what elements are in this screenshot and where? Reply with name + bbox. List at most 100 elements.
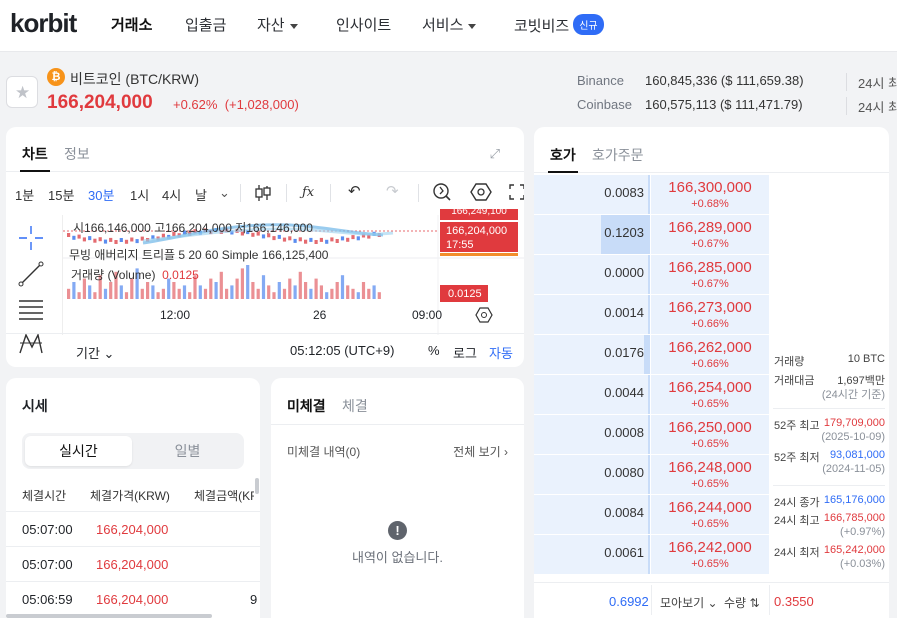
volume-bar [114,271,118,299]
ask-qty: 0.0014 [604,305,644,320]
ask-price-cell[interactable]: 166,244,000 +0.65% [651,495,769,534]
nav-korbit-biz[interactable]: 코빗비즈 신규 [514,14,604,36]
interval-4h[interactable]: 4시 [162,188,182,203]
ask-row[interactable]: 0.0008 166,250,000 +0.65% [534,415,770,455]
group-select[interactable]: 모아보기 ⌄ [660,596,718,610]
ask-price-cell[interactable]: 166,248,000 +0.65% [651,455,769,494]
tab-orderbook-order[interactable]: 호가주문 [592,147,644,163]
nav-exchange[interactable]: 거래소 [111,17,153,34]
ask-price: 166,300,000 [668,179,752,196]
nav-deposit-withdraw[interactable]: 입출금 [185,17,227,34]
interval-1m[interactable]: 1분 [15,188,35,203]
ask-price-cell[interactable]: 166,289,000 +0.67% [651,215,769,254]
period-select[interactable]: 기간 ⌄ [76,346,115,361]
ask-row[interactable]: 0.0080 166,248,000 +0.65% [534,455,770,495]
ask-price: 166,254,000 [668,379,752,396]
logo[interactable]: korbit [10,8,77,38]
stat-date: (2025-10-09) [821,431,885,443]
nav-services[interactable]: 서비스 [422,14,477,35]
ask-row[interactable]: 0.0176 166,262,000 +0.66% [534,335,770,375]
ask-price-cell[interactable]: 166,300,000 +0.68% [651,175,769,214]
price-chart[interactable]: 시166,146,000 고166,204,000 저166,146,000 무… [62,209,524,335]
change-pct: +0.62% [173,97,218,112]
nav-assets[interactable]: 자산 [257,14,298,35]
interval-30m[interactable]: 30분 [88,188,115,203]
favorite-button[interactable]: ★ [6,76,38,108]
total-bid-qty: 0.3550 [774,594,814,609]
seg-daily[interactable]: 일별 [174,443,201,459]
ask-price-cell[interactable]: 166,273,000 +0.66% [651,295,769,334]
tab-unfilled[interactable]: 미체결 [287,398,326,414]
ask-row[interactable]: 0.1203 166,289,000 +0.67% [534,215,770,255]
indicator-fx-icon[interactable]: ƒx [302,185,315,200]
percent-toggle[interactable]: % [428,343,440,358]
seg-realtime[interactable]: 실시간 [25,436,132,466]
candlestick-icon[interactable] [254,183,272,203]
interval-15m[interactable]: 15분 [48,188,75,203]
fullscreen-icon[interactable] [509,184,524,200]
candle [135,239,139,244]
candle [172,232,176,236]
volume-bar [267,285,271,299]
ask-price-cell[interactable]: 166,250,000 +0.65% [651,415,769,454]
stat-label: 24시 종가 [774,497,820,509]
divider [240,184,241,202]
ask-row[interactable]: 0.0000 166,285,000 +0.67% [534,255,770,295]
log-toggle[interactable]: 로그 [453,346,477,361]
tab-info[interactable]: 정보 [64,146,90,162]
pattern-icon[interactable] [16,329,46,359]
nav-insight[interactable]: 인사이트 [336,17,392,34]
sort-icon: ⇅ [749,596,760,610]
chart-tabs: 차트 정보 ⤢ [6,127,524,172]
ask-price-cell[interactable]: 166,262,000 +0.66% [651,335,769,374]
redo-icon[interactable]: ↷ [386,183,399,200]
volume-bar [309,288,313,299]
tab-chart[interactable]: 차트 [22,146,48,162]
ask-price-cell[interactable]: 166,285,000 +0.67% [651,255,769,294]
stat-pct: (+0.03%) [840,558,885,570]
coin-name[interactable]: 비트코인 (BTC/KRW) [70,71,200,87]
auto-toggle[interactable]: 자동 [489,346,513,361]
ask-qty-cell: 0.0083 [534,175,650,214]
volume-bar [319,285,323,299]
axis-settings-icon[interactable] [475,307,493,323]
undo-icon[interactable]: ↶ [348,183,361,200]
qty-sort[interactable]: 수량 ⇅ [724,594,760,611]
ask-row[interactable]: 0.0083 166,300,000 +0.68% [534,175,770,215]
expand-icon[interactable]: ⤢ [489,146,500,161]
volume-bar [161,288,165,299]
settings-hexagon-icon[interactable] [470,182,492,202]
scrollbar[interactable] [6,614,212,618]
tab-orderbook[interactable]: 호가 [550,147,576,163]
ask-qty: 0.0083 [604,185,644,200]
trade-price: 166,204,000 [96,522,169,537]
ask-row[interactable]: 0.0061 166,242,000 +0.65% [534,535,770,575]
volume-bar [325,292,329,299]
replay-icon[interactable] [432,182,452,202]
ask-price-cell[interactable]: 166,254,000 +0.65% [651,375,769,414]
chevron-down-icon[interactable]: ⌄ [219,185,230,200]
stat-label: 24시 최고 [774,515,820,527]
view-all-label: 전체 보기 [453,445,501,459]
ask-price-cell[interactable]: 166,242,000 +0.65% [651,535,769,574]
ask-row[interactable]: 0.0084 166,244,000 +0.65% [534,495,770,535]
tab-filled[interactable]: 체결 [342,398,368,414]
volume-bar [214,282,218,299]
ask-row[interactable]: 0.0014 166,273,000 +0.66% [534,295,770,335]
crosshair-icon[interactable] [16,223,46,253]
divider [769,585,770,615]
scrollbar[interactable] [255,478,259,494]
volume-bar [146,282,150,299]
depth-bar [648,255,650,294]
fib-lines-icon[interactable] [16,293,46,323]
trend-line-icon[interactable] [16,259,46,289]
view-all-link[interactable]: 전체 보기 › [453,443,508,460]
candle [361,233,366,238]
interval-1h[interactable]: 1시 [130,188,150,203]
interval-day[interactable]: 날 [195,188,207,203]
candle [246,230,250,235]
stat-turnover: 거래대금 1,697백만 [774,372,885,388]
ask-qty-cell: 0.0084 [534,495,650,534]
ask-row[interactable]: 0.0044 166,254,000 +0.65% [534,375,770,415]
change-abs: (+1,028,000) [224,97,299,112]
